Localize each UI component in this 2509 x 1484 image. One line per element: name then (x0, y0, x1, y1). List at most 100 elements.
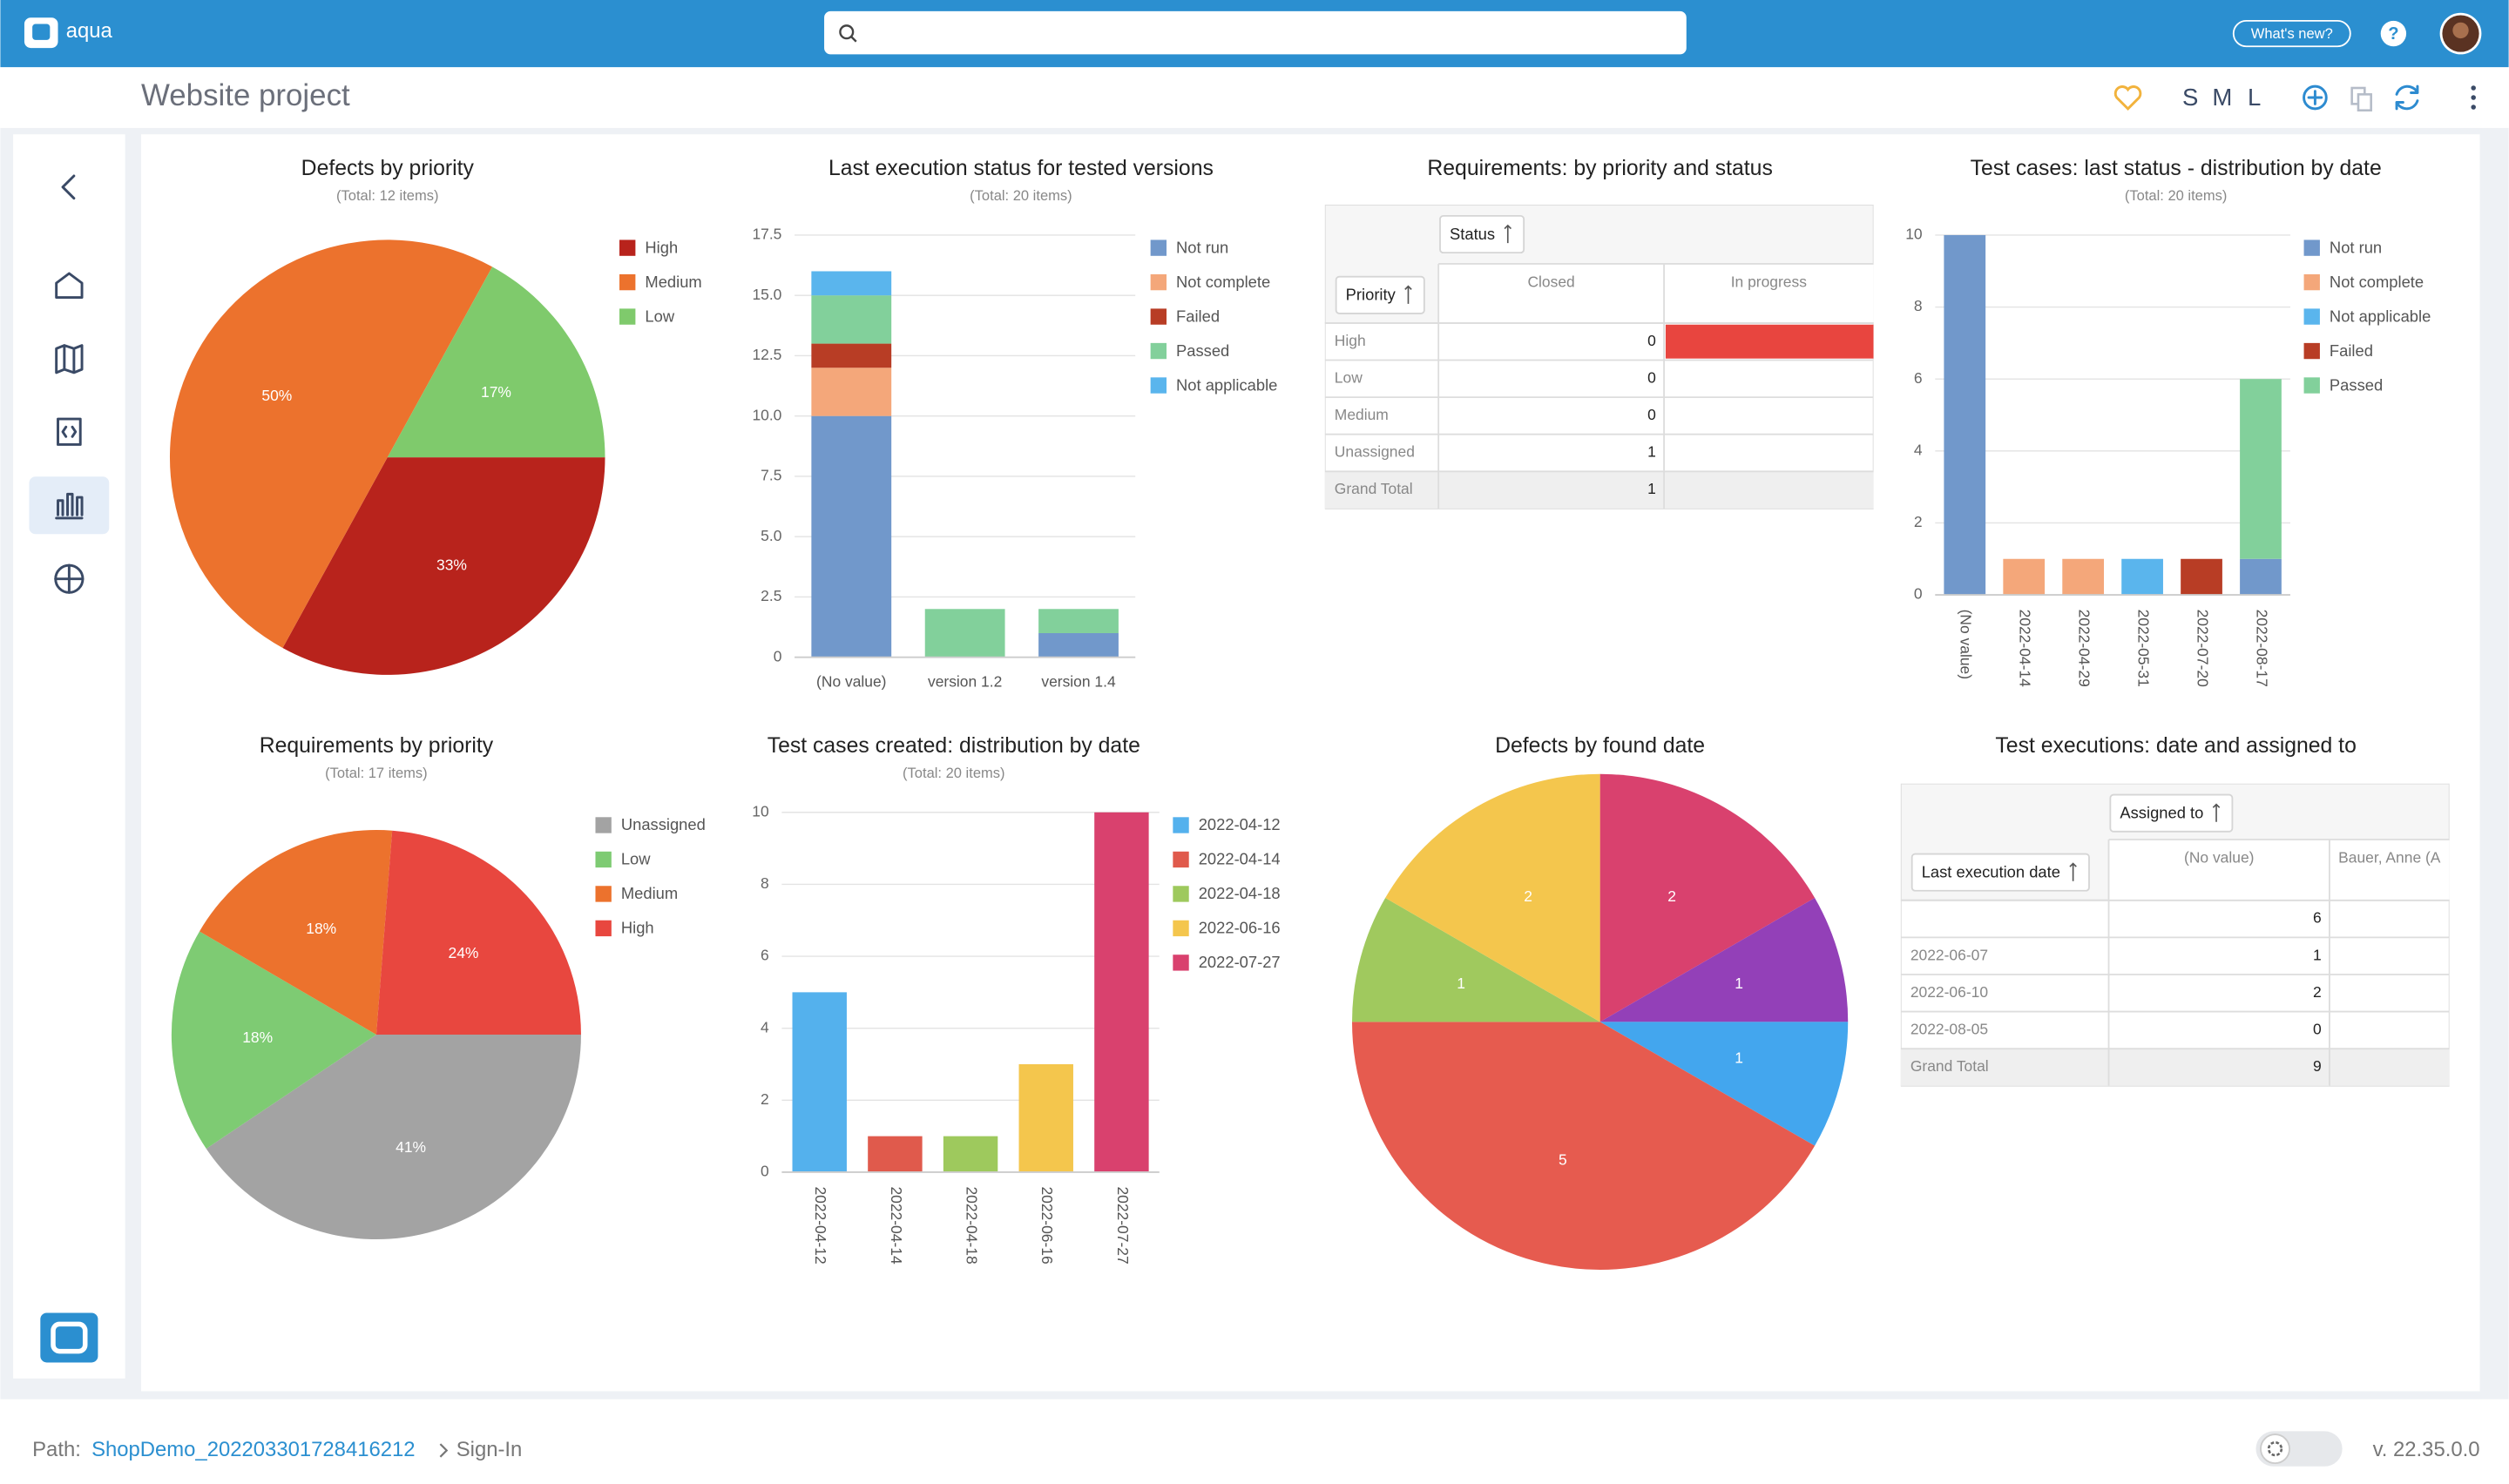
legend-swatch (1150, 308, 1167, 325)
field-pill-label: Priority (1346, 286, 1397, 304)
pie-slice (1599, 773, 1816, 1022)
legend-label: Not complete (2330, 273, 2424, 291)
legend-swatch (2303, 377, 2320, 394)
pie-slice (1599, 1022, 1849, 1146)
chart-subtitle: (Total: 20 items) (970, 187, 1072, 204)
legend-label: 2022-06-16 (1199, 919, 1281, 937)
favorite-icon[interactable] (2113, 85, 2142, 111)
cell-value: 0 (2313, 1020, 2322, 1037)
size-l[interactable]: L (2248, 84, 2261, 111)
pie-slice (387, 266, 605, 458)
cell-value: 1 (2313, 946, 2322, 963)
pie-slice (1352, 1022, 1816, 1270)
path-link[interactable]: ShopDemo_202203301728416212 (91, 1438, 416, 1461)
y-tick-label: 8 (761, 874, 769, 892)
add-icon[interactable] (2303, 84, 2328, 111)
refresh-icon[interactable] (2395, 84, 2419, 111)
row-label: 2022-08-05 (1910, 1020, 1988, 1037)
y-tick-label: 10 (752, 802, 769, 820)
table-title: Requirements: by priority and status (1427, 157, 1772, 180)
total-row-bg (1900, 1049, 2450, 1086)
logo-text[interactable]: aqua (66, 19, 113, 43)
size-m[interactable]: M (2212, 84, 2232, 111)
legend-swatch (619, 308, 636, 325)
whats-new-button[interactable] (2232, 19, 2351, 48)
chart-subtitle: (Total: 17 items) (325, 765, 427, 781)
x-tick-label: 2022-08-17 (2253, 610, 2270, 687)
legend-swatch (2303, 308, 2320, 325)
y-tick-label: 17.5 (752, 226, 781, 243)
cell-value: 1 (1647, 480, 1656, 497)
active-nav[interactable] (29, 476, 110, 535)
legend-label: Medium (645, 273, 701, 291)
slice-label: 2 (1667, 887, 1676, 905)
avatar-face (2452, 22, 2469, 39)
field-pill[interactable] (1335, 275, 1425, 314)
x-tick-label: 2022-07-20 (2194, 610, 2211, 687)
path-tail: Sign-In (456, 1438, 523, 1461)
field-pill[interactable] (1439, 214, 1525, 254)
sort-arrow (1504, 224, 1512, 244)
field-pill[interactable] (2109, 793, 2234, 833)
map-icon[interactable] (55, 344, 84, 374)
bar-segment (1944, 234, 1986, 596)
code-icon[interactable] (57, 417, 82, 446)
row-label: Grand Total (1335, 480, 1413, 497)
legend-swatch (1173, 920, 1189, 937)
x-tick-label: 2022-04-18 (963, 1186, 980, 1264)
legend-swatch (1150, 273, 1167, 291)
legend-label: Passed (1176, 341, 1229, 360)
cell-value: 1 (1647, 443, 1656, 461)
bar-segment (924, 609, 1005, 658)
path-separator (439, 1443, 449, 1458)
search-box[interactable] (824, 10, 1687, 55)
more-icon[interactable] (2471, 85, 2476, 110)
y-tick-label: 0 (1914, 585, 1923, 603)
legend-label: High (645, 238, 678, 256)
grid-icon[interactable] (54, 563, 85, 594)
legend-label: Low (645, 307, 674, 325)
toggle-knob (2260, 1433, 2290, 1465)
y-tick-label: 8 (1914, 297, 1923, 314)
legend-label: Not run (2330, 238, 2382, 256)
size-s[interactable]: S (2182, 84, 2198, 111)
legend-swatch (595, 851, 612, 868)
y-tick-label: 4 (1914, 441, 1923, 458)
column-header-bg (2108, 840, 2450, 901)
legend-swatch (1150, 342, 1167, 360)
field-pill[interactable] (1910, 853, 2090, 892)
legend-label: Not run (1176, 238, 1228, 256)
copy-icon[interactable] (2350, 86, 2372, 111)
pie-slice (171, 931, 376, 1149)
bar-segment (811, 343, 892, 368)
sidebar-logo[interactable] (40, 1312, 98, 1363)
legend-swatch (1173, 886, 1189, 902)
home-icon[interactable] (55, 272, 84, 300)
x-tick-label: 2022-04-29 (2076, 610, 2093, 687)
column-header: (No value) (2184, 849, 2254, 867)
x-tick-label: 2022-04-12 (812, 1186, 829, 1264)
whats-new-text[interactable]: What's new? (2251, 25, 2333, 42)
x-tick-label: 2022-07-27 (1114, 1186, 1132, 1264)
legend-label: Medium (621, 884, 678, 902)
x-tick-label: 2022-05-31 (2134, 610, 2152, 687)
help-button[interactable] (2380, 20, 2407, 47)
column-header: In progress (1731, 273, 1808, 291)
dashboard-icon[interactable] (55, 492, 84, 520)
collapse-icon[interactable] (61, 174, 76, 200)
legend-label: Failed (2330, 341, 2373, 360)
y-tick-label: 10.0 (752, 406, 781, 423)
row-label: Grand Total (1910, 1057, 1989, 1075)
bar-segment (811, 295, 892, 344)
help-text[interactable]: ? (2388, 24, 2398, 44)
search-icon-handle (850, 36, 857, 43)
chart-title: Requirements by priority (260, 734, 494, 758)
pie-slice (199, 829, 393, 1035)
chart-subtitle: (Total: 20 items) (903, 765, 1004, 781)
chart-title: Last execution status for tested version… (828, 157, 1214, 180)
legend-swatch (595, 817, 612, 833)
slice-label: 5 (1559, 1150, 1567, 1168)
legend-label: Failed (1176, 307, 1220, 325)
pivot-table: High 0 Low 0 Medium 0 Unassigned 1 Grand Total 1 C… (1324, 205, 1874, 509)
highlight-cell (1665, 324, 1874, 359)
